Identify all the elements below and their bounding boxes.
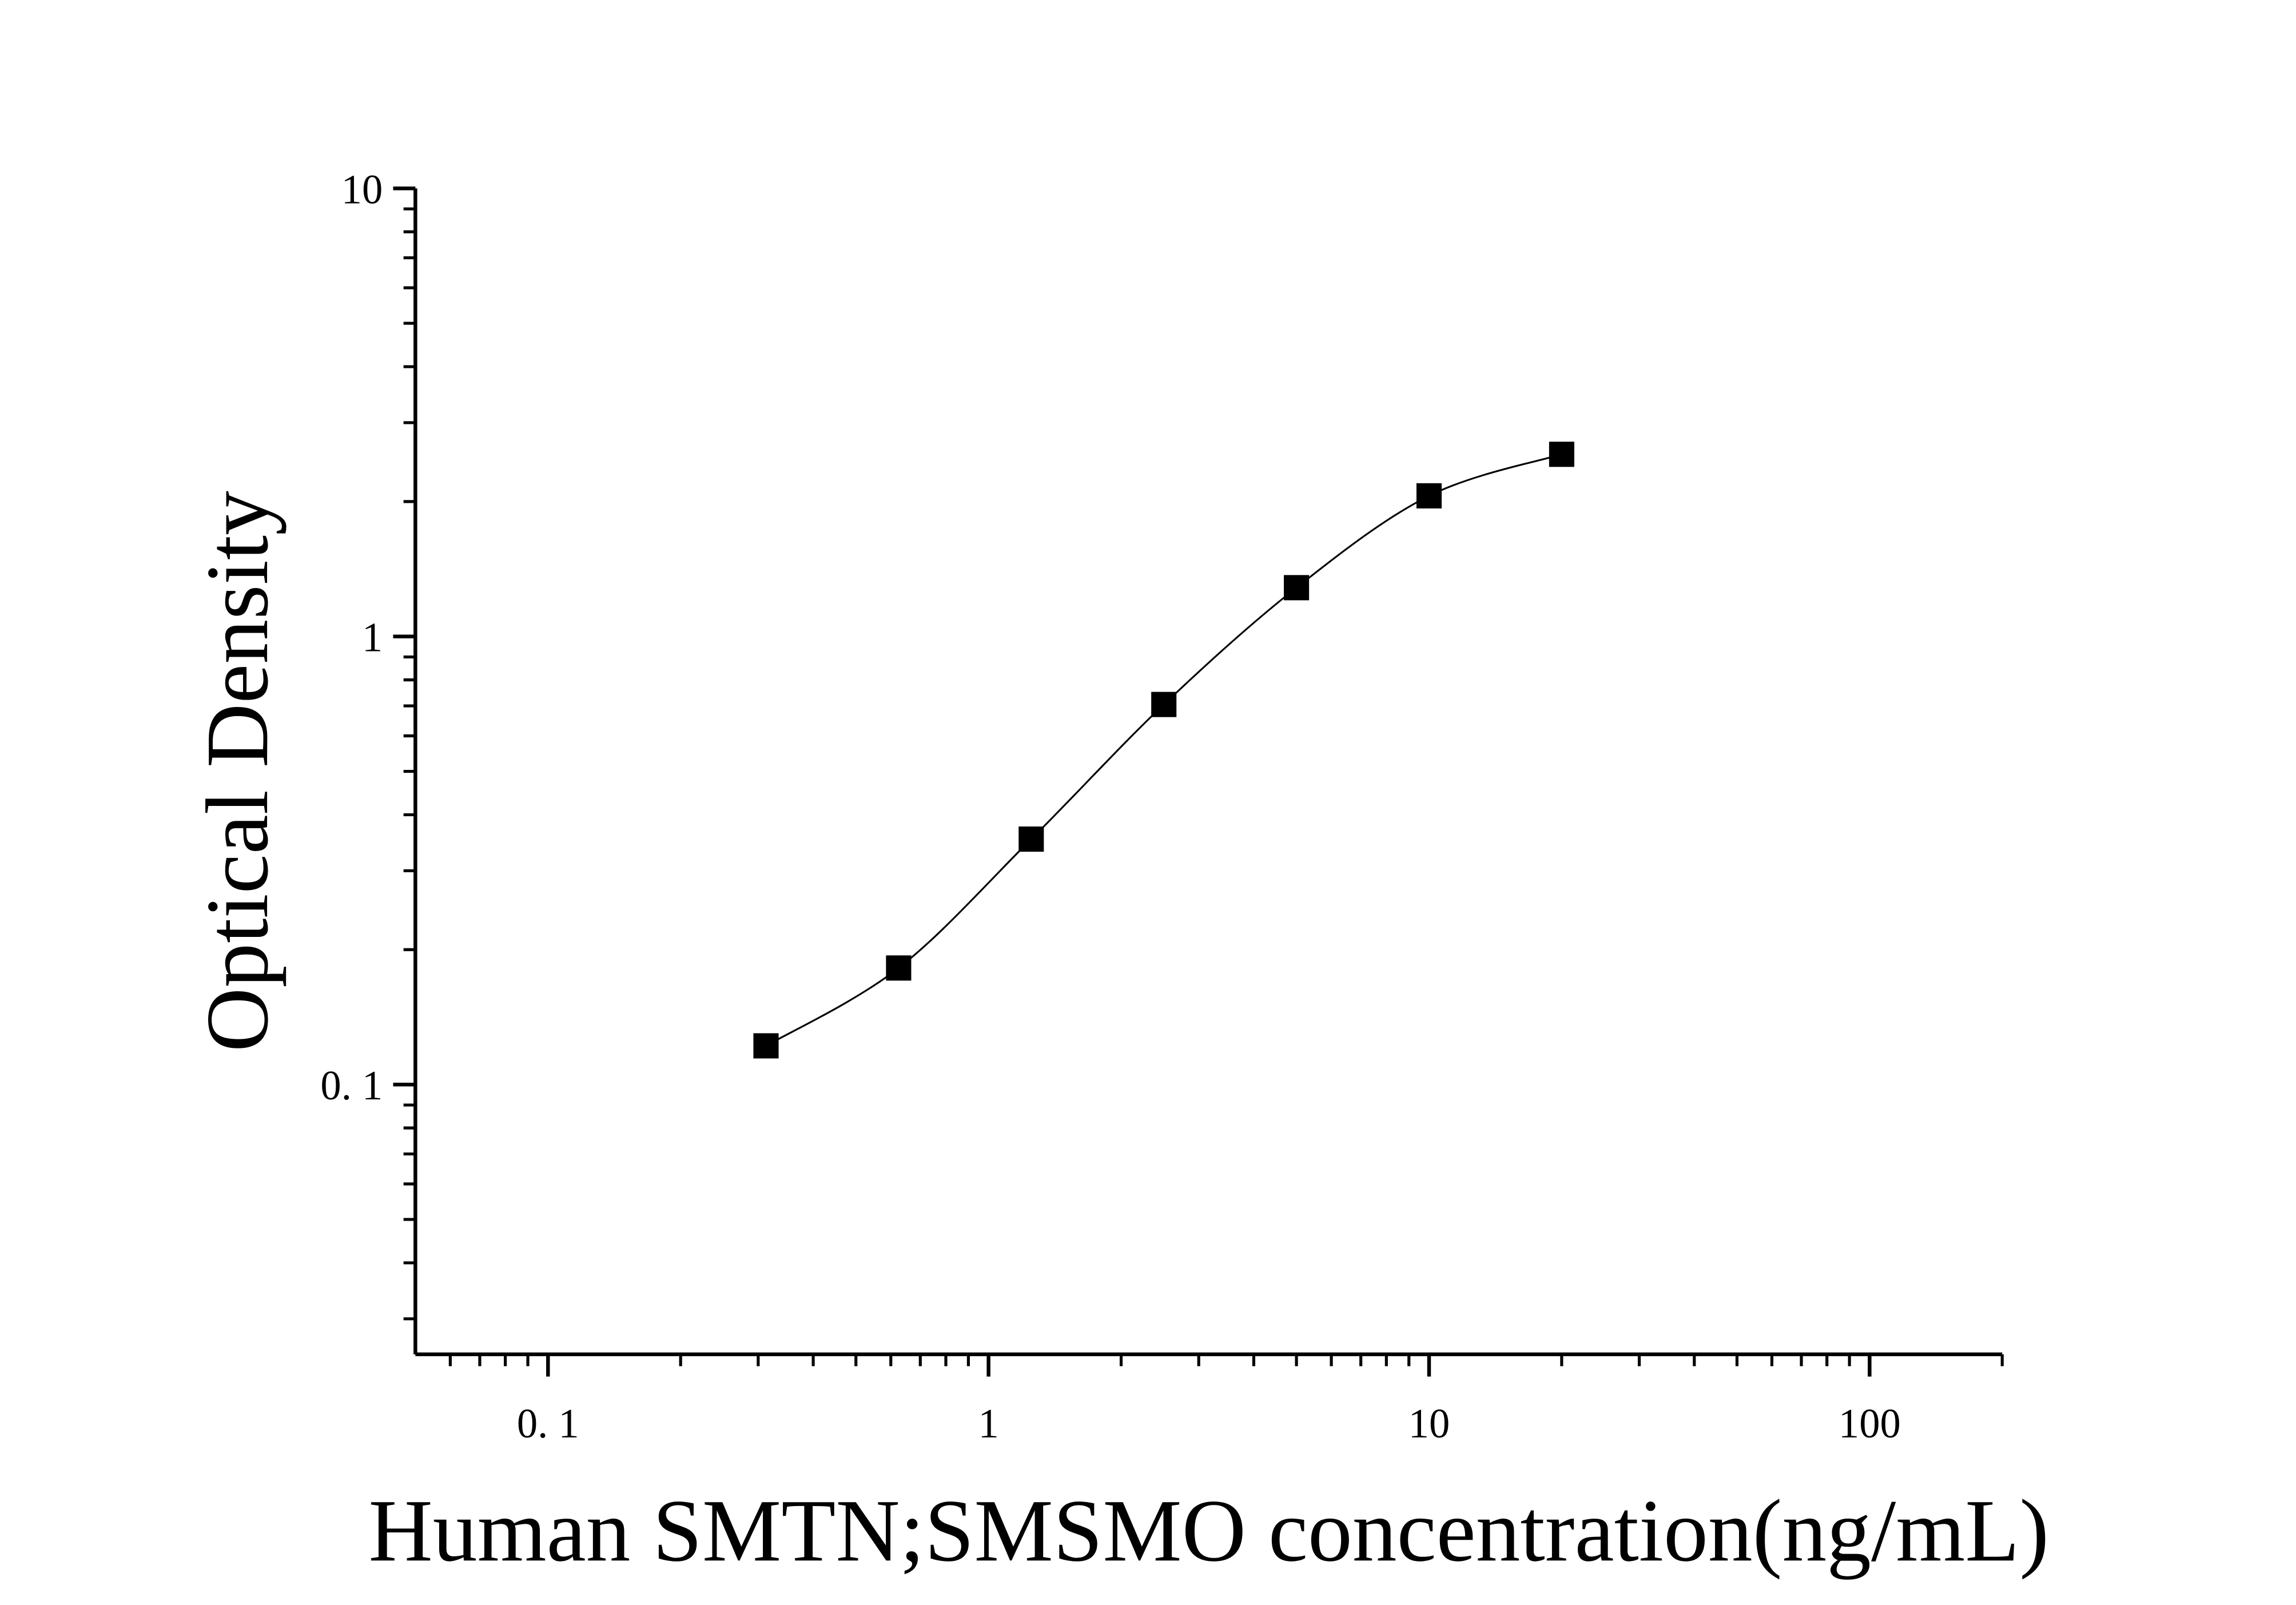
- fit-curve: [765, 453, 1562, 1047]
- y-tick-label: 10: [341, 166, 383, 212]
- x-tick-label: 10: [1408, 1400, 1450, 1447]
- x-tick-label: 0. 1: [517, 1400, 579, 1447]
- data-point: [1151, 692, 1177, 717]
- y-tick-label: 1: [362, 614, 383, 661]
- data-point: [886, 955, 912, 981]
- data-point: [1549, 442, 1574, 467]
- data-point: [1284, 575, 1310, 601]
- x-tick-label: 1: [978, 1400, 998, 1447]
- x-tick-label: 100: [1839, 1400, 1901, 1447]
- data-point: [753, 1033, 779, 1059]
- data-point: [1416, 483, 1442, 508]
- y-tick-label: 0. 1: [320, 1062, 383, 1109]
- x-axis-title: Human SMTN;SMSMO concentration(ng/mL): [368, 1481, 2049, 1580]
- data-point: [1018, 826, 1044, 852]
- y-axis-title: Optical Density: [188, 491, 286, 1052]
